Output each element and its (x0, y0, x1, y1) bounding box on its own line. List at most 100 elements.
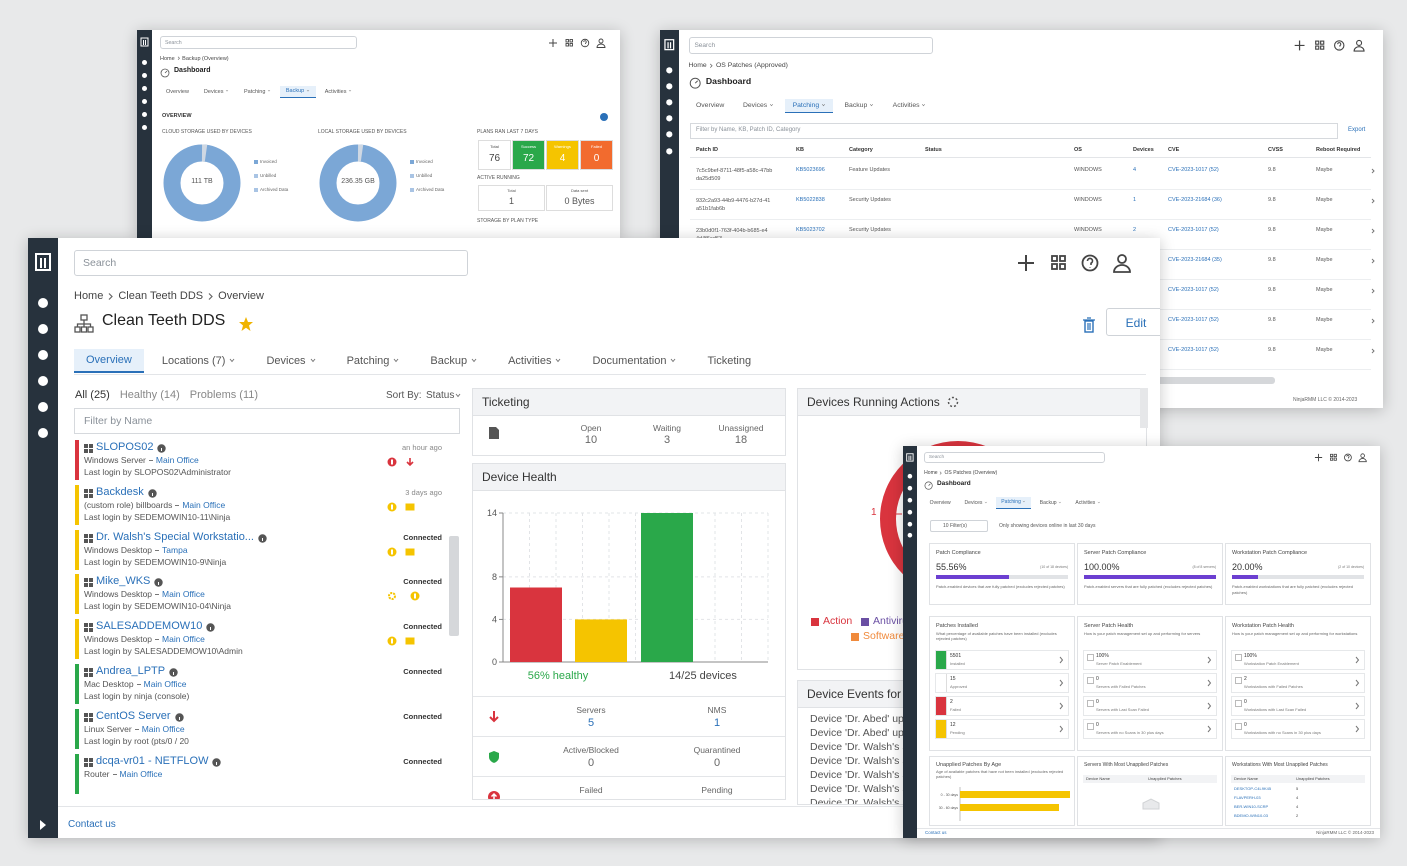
contact-link[interactable]: Contact us (925, 830, 947, 835)
health-row[interactable]: 2 Failed (935, 696, 1069, 716)
item-label: Approved (950, 684, 968, 689)
filter-input[interactable]: Filter by Name (74, 408, 460, 434)
breadcrumb-item[interactable]: Home (160, 56, 175, 62)
device-name[interactable]: Backdesk (96, 485, 144, 498)
ticket-value: 18 (734, 434, 748, 446)
search-box[interactable]: Search (924, 451, 1106, 464)
tab[interactable]: Devices (959, 497, 993, 509)
health-row[interactable]: 12 Pending (935, 719, 1069, 739)
device-link[interactable]: BDEMO-WIN10-03 (1234, 813, 1269, 818)
device-location[interactable]: Main Office (141, 723, 185, 734)
device-name[interactable]: CentOS Server (96, 709, 171, 722)
export-button[interactable]: Export (1348, 127, 1366, 133)
sidebar-icon (142, 60, 147, 65)
device-location[interactable]: Main Office (182, 499, 226, 510)
device-filter[interactable]: Problems (11) (189, 389, 259, 401)
tab[interactable]: Devices (198, 86, 235, 98)
breadcrumb-item[interactable]: OS Patches (Approved) (715, 62, 788, 70)
device-name[interactable]: Dr. Walsh's Special Workstatio... (96, 530, 254, 543)
tab[interactable]: Documentation (580, 349, 689, 373)
tab[interactable]: Backup (279, 85, 316, 98)
device-filter[interactable]: All (25) (75, 389, 110, 401)
health-row[interactable]: 0 Workstations with no Scans in 30 plus d… (1231, 719, 1365, 739)
tab[interactable]: Devices (736, 99, 782, 113)
device-location[interactable]: Tampa (162, 544, 188, 555)
icon-part (1360, 453, 1365, 458)
icon-part (142, 86, 147, 91)
device-location[interactable]: Main Office (119, 768, 163, 779)
health-row[interactable]: 2 Workstations with Failed Patches (1231, 673, 1365, 693)
bar (641, 513, 693, 662)
tab[interactable]: Overview (924, 497, 956, 509)
device-location[interactable]: Main Office (162, 589, 205, 600)
table-cell: 9.8 (1268, 167, 1276, 173)
tab[interactable]: Patching (238, 86, 277, 98)
device-link[interactable]: BER-WIN10-SCRP (1234, 804, 1269, 809)
tab[interactable]: Activities (496, 349, 574, 373)
device-name[interactable]: SLOPOS02 (96, 441, 154, 453)
sort-chevron (455, 393, 461, 398)
health-row[interactable]: 0 Servers with Failed Patches (1083, 673, 1217, 693)
health-row[interactable]: 0 Workstations with Last Scan Failed (1231, 696, 1365, 716)
tab[interactable]: Locations (7) (150, 349, 249, 373)
tab-label: Patching (346, 355, 390, 367)
device-link[interactable]: FLAVPERH-03 (1234, 795, 1261, 800)
breadcrumb-item[interactable]: Home (924, 469, 938, 476)
icon-part (87, 326, 94, 333)
breadcrumb-item[interactable]: OS Patches (Overview) (944, 469, 998, 476)
health-row[interactable]: 100% Server Patch Enablement (1083, 650, 1217, 670)
device-location[interactable]: Main Office (143, 679, 187, 689)
search-box[interactable]: Search (160, 36, 357, 49)
tab[interactable]: Patching (335, 349, 413, 373)
sort-value[interactable]: Status (426, 390, 455, 401)
ticketing-panel: Ticketing Open 10 Waiting 3 Unassigned 18 (472, 388, 786, 456)
device-name[interactable]: dcqa-vr01 - NETFLOW (96, 754, 209, 767)
top-icons (1314, 453, 1367, 463)
health-row[interactable]: 0 Servers with no Scans in 30 plus days (1083, 719, 1217, 739)
icon-part (821, 103, 825, 106)
tab[interactable]: Patching (995, 497, 1032, 509)
health-row[interactable]: 15 Approved (935, 673, 1069, 693)
panel-header: Ticketing (473, 389, 785, 416)
status-bar (75, 529, 79, 570)
device-name[interactable]: Mike_WKS (96, 575, 151, 588)
device-location-separator (132, 724, 142, 734)
device-location[interactable]: Main Office (155, 455, 199, 465)
tab[interactable]: Activities (885, 99, 934, 113)
contact-link[interactable]: Contact us (68, 819, 116, 830)
health-row[interactable]: 0 Servers with Last Scan Failed (1083, 696, 1217, 716)
tab[interactable]: Activities (319, 86, 358, 98)
filter-chip[interactable]: 10 Filter(s) (930, 520, 988, 532)
health-row[interactable]: 100% Workstation Patch Enablement (1231, 650, 1365, 670)
device-location[interactable]: Main Office (162, 634, 205, 645)
panel-title: Device Events for t (807, 687, 908, 701)
filter-input[interactable]: Filter by Name, KB, Patch ID, Category (690, 123, 1338, 139)
breadcrumb-item[interactable]: Home (688, 62, 707, 70)
health-row[interactable]: 5501 Installed (935, 650, 1069, 670)
tab[interactable]: Devices (254, 349, 328, 373)
breadcrumb-item[interactable]: Backup (Overview) (182, 56, 229, 62)
search-box[interactable]: Search (74, 250, 468, 276)
tab[interactable]: Backup (837, 99, 881, 113)
breadcrumb-item[interactable]: Clean Teeth DDS (118, 290, 204, 302)
tab[interactable]: Backup (418, 349, 490, 373)
breadcrumb-item[interactable]: Home (74, 290, 104, 302)
device-name[interactable]: Andrea_LPTP (96, 665, 166, 677)
tab[interactable]: Overview (74, 349, 144, 373)
device-name[interactable]: SALESADDEMOW10 (96, 620, 203, 633)
device-filter[interactable]: Healthy (14) (119, 389, 180, 401)
tab[interactable]: Activities (1070, 497, 1106, 509)
table-cell: Security Updates (849, 227, 891, 233)
tab[interactable]: Overview (160, 86, 195, 98)
search-box[interactable]: Search (688, 37, 933, 54)
breadcrumb-item[interactable]: Overview (218, 290, 264, 302)
plans-title: PLANS RAN LAST 7 DAYS (477, 129, 538, 135)
tab[interactable]: Patching (785, 98, 834, 113)
icon-part (89, 717, 93, 722)
tab[interactable]: Ticketing (695, 349, 763, 373)
edit-button[interactable]: Edit (1106, 308, 1160, 336)
tab[interactable]: Overview (689, 99, 732, 113)
info-icon (148, 489, 157, 498)
device-link[interactable]: DESKTOP-C4L9K45 (1234, 786, 1272, 791)
tab[interactable]: Backup (1034, 497, 1067, 509)
